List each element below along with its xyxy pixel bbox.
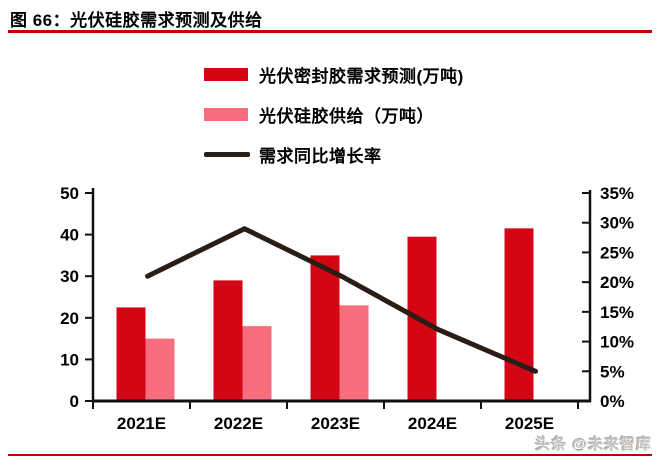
legend-label-demand: 光伏密封胶需求预测(万吨): [259, 66, 464, 86]
right-tick-label: 0%: [600, 392, 625, 411]
watermark: 头条 @未来智库: [535, 436, 652, 453]
chart-legend: 光伏密封胶需求预测(万吨) 光伏硅胶供给（万吨） 需求同比增长率: [204, 62, 464, 182]
right-tick-label: 10%: [600, 333, 634, 352]
x-category-label: 2025E: [505, 414, 554, 433]
supply-bar: [339, 305, 369, 401]
right-tick-label: 15%: [600, 303, 634, 322]
demand-bar: [504, 228, 534, 401]
legend-label-supply: 光伏硅胶供给（万吨）: [259, 106, 434, 126]
legend-item-supply: 光伏硅胶供给（万吨）: [204, 102, 464, 126]
left-tick-label: 30: [60, 267, 79, 286]
left-tick-label: 20: [60, 309, 79, 328]
legend-item-growth: 需求同比增长率: [204, 142, 464, 166]
x-category-label: 2024E: [408, 414, 457, 433]
supply-bar: [242, 326, 272, 401]
left-tick-label: 40: [60, 226, 79, 245]
left-tick-label: 0: [70, 392, 79, 411]
bottom-red-rule: [8, 454, 652, 456]
right-tick-label: 20%: [600, 273, 634, 292]
growth-line-swatch: [204, 151, 250, 157]
legend-label-growth: 需求同比增长率: [259, 146, 382, 166]
x-category-label: 2022E: [214, 414, 263, 433]
figure-title: 图 66：光伏硅胶需求预测及供给: [10, 11, 263, 30]
left-tick-label: 10: [60, 350, 79, 369]
growth-line: [145, 226, 538, 374]
demand-bar: [310, 255, 340, 401]
x-category-label: 2021E: [117, 414, 166, 433]
supply-bar: [145, 338, 175, 401]
demand-bar: [116, 307, 146, 401]
right-tick-label: 25%: [600, 243, 634, 262]
demand-bar-swatch: [204, 67, 248, 81]
demand-bar: [213, 280, 243, 401]
x-category-label: 2023E: [311, 414, 360, 433]
legend-item-demand: 光伏密封胶需求预测(万吨): [204, 62, 464, 86]
title-red-rule: [8, 30, 652, 33]
left-tick-label: 50: [60, 184, 79, 203]
right-tick-label: 30%: [600, 214, 634, 233]
right-tick-label: 5%: [600, 362, 625, 381]
right-tick-label: 35%: [600, 184, 634, 203]
supply-bar-swatch: [204, 107, 248, 121]
